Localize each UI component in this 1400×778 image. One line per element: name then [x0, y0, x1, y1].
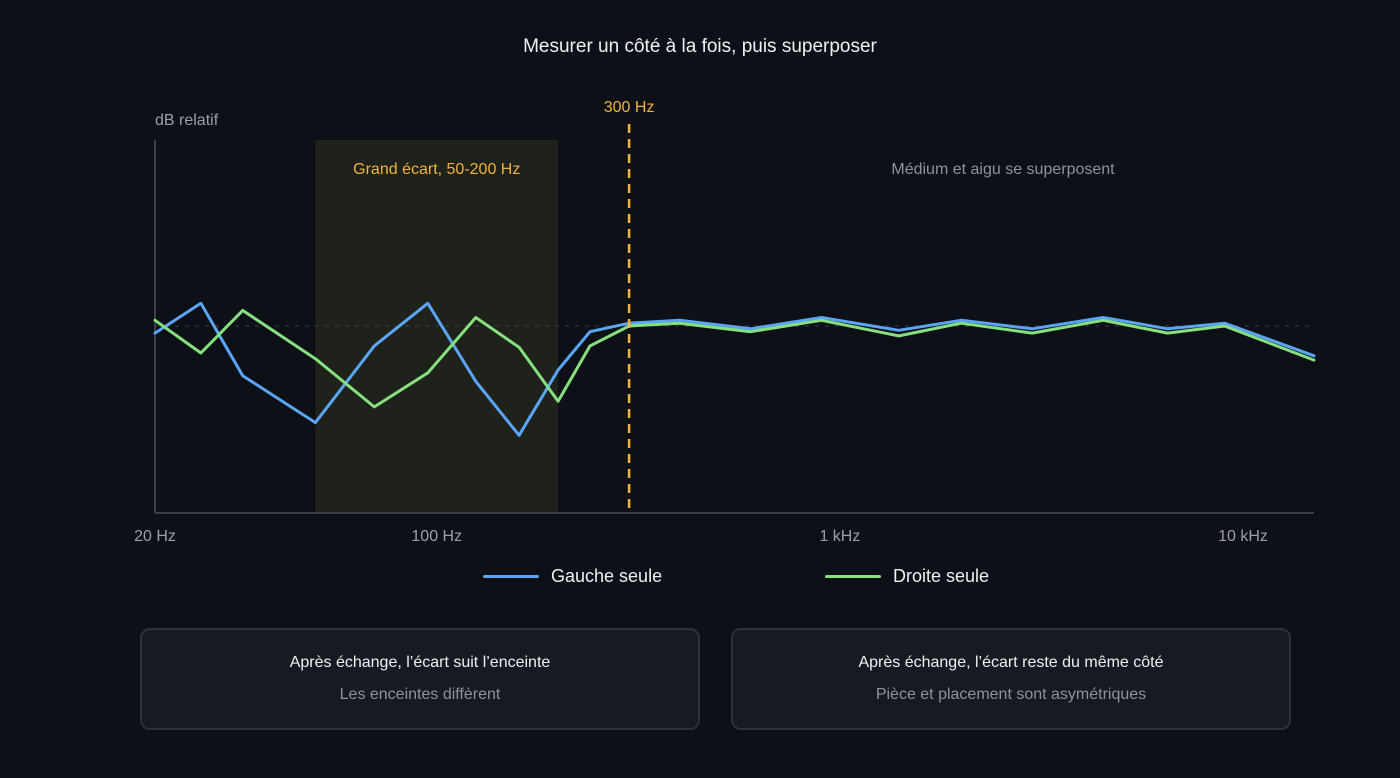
chart-title: Mesurer un côté à la fois, puis superpos… [523, 36, 877, 57]
verdict-title-room: Après échange, l’écart reste du même côt… [858, 654, 1164, 671]
x-tick-label: 10 kHz [1218, 528, 1268, 545]
x-tick-label: 1 kHz [819, 528, 860, 545]
legend: Gauche seule Droite seule [0, 566, 1400, 592]
verdict-title-speaker: Après échange, l’écart suit l’enceinte [289, 654, 551, 671]
highlight-band-label: Grand écart, 50-200 Hz [353, 161, 520, 178]
verdict-subtitle-room: Pièce et placement sont asymétriques [875, 686, 1147, 703]
legend-swatch-right [825, 575, 881, 578]
verdict-card-room: Après échange, l’écart reste du même côt… [731, 628, 1291, 730]
legend-label-right: Droite seule [893, 566, 990, 586]
marker-label: 300 Hz [604, 99, 655, 116]
legend-item-right: Droite seule [825, 566, 989, 587]
y-axis-label: dB relatif [155, 112, 219, 129]
legend-label-left: Gauche seule [551, 566, 663, 586]
verdict-subtitle-speaker: Les enceintes diffèrent [339, 686, 501, 703]
verdict-card-speaker: Après échange, l’écart suit l’enceinte L… [140, 628, 700, 730]
legend-swatch-left [483, 575, 539, 578]
x-tick-label: 100 Hz [411, 528, 462, 545]
x-tick-label: 20 Hz [134, 528, 176, 545]
overlap-annotation: Médium et aigu se superposent [891, 161, 1115, 178]
legend-item-left: Gauche seule [483, 566, 662, 587]
